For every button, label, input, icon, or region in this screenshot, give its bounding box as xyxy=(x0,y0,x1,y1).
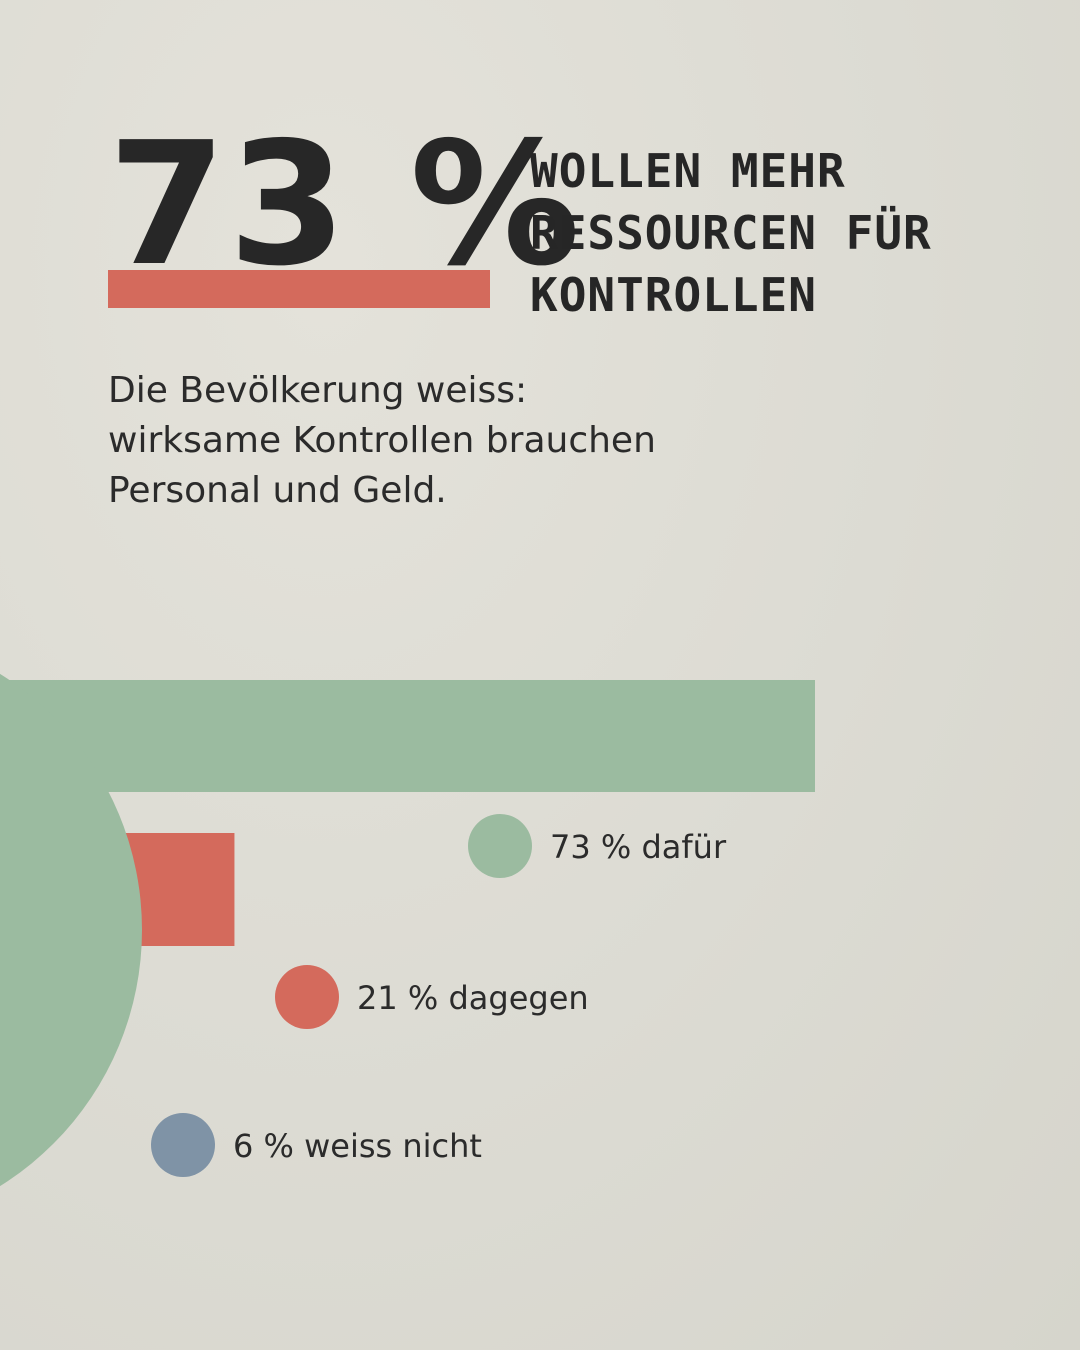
headline-line-1: WOLLEN MEHR xyxy=(530,144,846,198)
decorative-circle xyxy=(0,673,142,1187)
legend-label-dafuer: 73 % dafür xyxy=(550,828,727,866)
legend-label-weiss-nicht: 6 % weiss nicht xyxy=(233,1127,482,1165)
headline-line-2: RESSOURCEN FÜR xyxy=(530,206,932,260)
legend-label-dagegen: 21 % dagegen xyxy=(357,979,589,1017)
intro-line-2: wirksame Kontrollen brauchen xyxy=(108,420,656,461)
headline: WOLLEN MEHR RESSOURCEN FÜR KONTROLLEN xyxy=(530,140,1010,326)
big-number-underline xyxy=(108,270,490,308)
legend-dot-dagegen xyxy=(275,965,339,1029)
legend-dot-dafuer xyxy=(468,814,532,878)
intro-text: Die Bevölkerung weiss: wirksame Kontroll… xyxy=(108,366,888,516)
headline-line-3: KONTROLLEN xyxy=(530,268,817,322)
bar-dafuer xyxy=(0,680,815,792)
big-number: 73 % xyxy=(108,106,583,304)
intro-line-1: Die Bevölkerung weiss: xyxy=(108,370,528,411)
intro-line-3: Personal und Geld. xyxy=(108,470,447,511)
legend-dot-weiss-nicht xyxy=(151,1113,215,1177)
